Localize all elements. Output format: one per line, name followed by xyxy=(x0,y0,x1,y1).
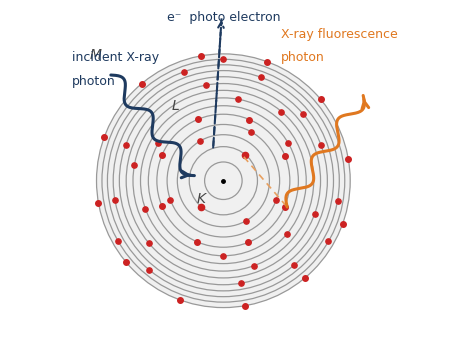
Text: photon: photon xyxy=(72,75,115,88)
Text: e⁻  photo electron: e⁻ photo electron xyxy=(166,11,280,24)
Text: incident X-ray: incident X-ray xyxy=(72,51,159,64)
Text: photon: photon xyxy=(282,51,325,64)
Text: X-ray fluorescence: X-ray fluorescence xyxy=(282,28,398,41)
Text: L: L xyxy=(172,99,180,113)
Text: K: K xyxy=(197,192,206,207)
Ellipse shape xyxy=(97,54,350,308)
Text: M: M xyxy=(90,47,101,62)
